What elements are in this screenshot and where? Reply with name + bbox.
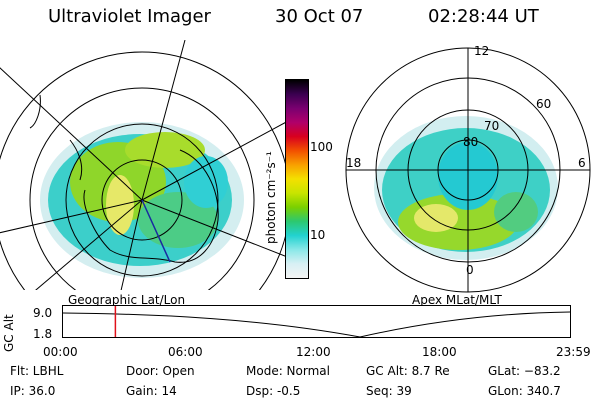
mlat-label-70: 70 <box>484 119 500 133</box>
altitude-curve <box>62 311 571 338</box>
dsp-info: Dsp: -0.5 <box>246 384 301 398</box>
timeline-ytick-top: 9.0 <box>33 306 53 320</box>
sun-direction-line <box>141 199 171 263</box>
filter-info: Flt: LBHL <box>10 364 64 378</box>
timeline-xtick-1800: 18:00 <box>422 345 457 359</box>
colorbar-title: photon cm⁻²s⁻¹ <box>264 151 278 244</box>
mlat-label-80: 80 <box>463 135 479 149</box>
timeline-xtick-0600: 06:00 <box>168 345 203 359</box>
aurora-image-polar <box>374 116 558 260</box>
ip-info: IP: 36.0 <box>10 384 56 398</box>
timeline-xtick-0000: 00:00 <box>43 345 78 359</box>
gc-alt-info: GC Alt: 8.7 Re <box>366 364 450 378</box>
gain-info: Gain: 14 <box>126 384 177 398</box>
time-label: 02:28:44 UT <box>428 6 539 27</box>
mlt-label-6: 6 <box>578 156 586 170</box>
timeline-xtick-1200: 12:00 <box>296 345 331 359</box>
mlt-label-0: 0 <box>466 263 474 277</box>
right-map-caption: Apex MLat/MLT <box>412 293 502 307</box>
colorbar-tick-100: 100 <box>310 140 333 154</box>
timeline-ylabel: GC Alt <box>2 314 16 352</box>
timeline-xtick-2359: 23:59 <box>556 345 591 359</box>
coastline <box>83 149 219 263</box>
door-info: Door: Open <box>126 364 195 378</box>
polar-grid <box>345 47 591 293</box>
left-map-caption: Geographic Lat/Lon <box>68 293 186 307</box>
timeline-ytick-bottom: 1.8 <box>33 327 53 341</box>
app-title: Ultraviolet Imager <box>48 6 211 27</box>
colorbar <box>285 79 309 279</box>
colorbar-tick-10: 10 <box>310 228 326 242</box>
altitude-timeline <box>62 305 571 338</box>
mlt-label-12: 12 <box>474 44 490 58</box>
glat-info: GLat: −83.2 <box>488 364 561 378</box>
mlat-label-60: 60 <box>536 97 552 111</box>
mlat-mlt-polar-plot <box>345 47 591 293</box>
glon-info: GLon: 340.7 <box>488 384 561 398</box>
latitude-grid <box>0 51 290 290</box>
geographic-map <box>0 40 290 290</box>
longitude-grid <box>0 40 290 290</box>
mlt-label-18: 18 <box>346 156 362 170</box>
date-label: 30 Oct 07 <box>275 6 364 27</box>
mode-info: Mode: Normal <box>246 364 330 378</box>
seq-info: Seq: 39 <box>366 384 412 398</box>
